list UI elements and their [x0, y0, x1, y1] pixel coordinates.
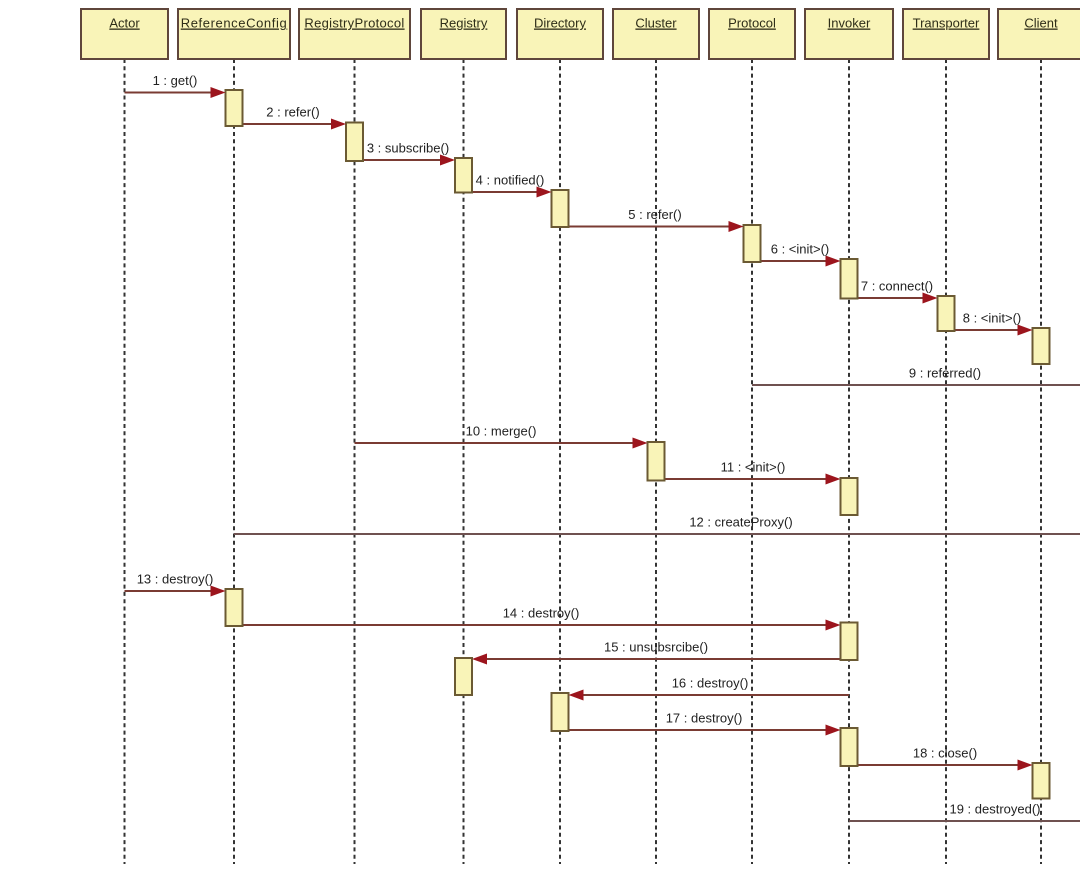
svg-text:16 : destroy(): 16 : destroy()	[672, 676, 749, 691]
svg-text:3 : subscribe(): 3 : subscribe()	[367, 141, 449, 156]
svg-text:RegistryProtocol: RegistryProtocol	[304, 16, 404, 31]
svg-text:11 : <init>(): 11 : <init>()	[721, 460, 786, 475]
svg-text:Registry: Registry	[440, 16, 488, 31]
svg-text:Protocol: Protocol	[728, 16, 776, 31]
svg-text:6 : <init>(): 6 : <init>()	[771, 242, 830, 257]
svg-text:18 : close(): 18 : close()	[913, 746, 977, 761]
svg-text:1 : get(): 1 : get()	[153, 73, 198, 88]
svg-text:ReferenceConfig: ReferenceConfig	[181, 16, 288, 31]
svg-text:12 : createProxy(): 12 : createProxy()	[689, 515, 792, 530]
svg-text:4 : notified(): 4 : notified()	[476, 173, 545, 188]
svg-text:Directory: Directory	[534, 16, 587, 31]
svg-text:5 : refer(): 5 : refer()	[628, 207, 681, 222]
svg-text:8 : <init>(): 8 : <init>()	[963, 311, 1022, 326]
svg-text:2 : refer(): 2 : refer()	[266, 105, 319, 120]
svg-text:9 : referred(): 9 : referred()	[909, 366, 981, 381]
svg-text:13 : destroy(): 13 : destroy()	[137, 572, 214, 587]
svg-text:Transporter: Transporter	[913, 16, 980, 31]
svg-text:17 : destroy(): 17 : destroy()	[666, 711, 743, 726]
svg-text:Actor: Actor	[109, 16, 140, 31]
svg-text:14 : destroy(): 14 : destroy()	[503, 606, 580, 621]
svg-text:19 : destroyed(): 19 : destroyed()	[949, 802, 1040, 817]
svg-text:10 : merge(): 10 : merge()	[466, 424, 537, 439]
svg-text:7 : connect(): 7 : connect()	[861, 279, 933, 294]
svg-text:15 : unsubsrcibe(): 15 : unsubsrcibe()	[604, 640, 708, 655]
svg-text:Invoker: Invoker	[828, 16, 871, 31]
svg-text:Client: Client	[1024, 16, 1058, 31]
svg-text:Cluster: Cluster	[635, 16, 677, 31]
